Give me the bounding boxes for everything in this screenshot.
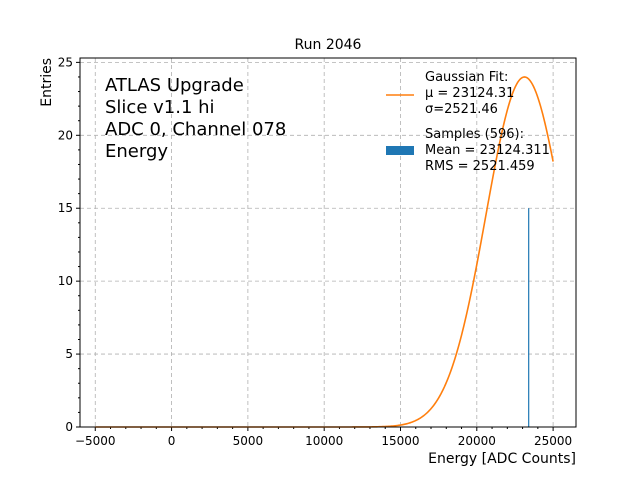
y-tick-label: 25	[58, 55, 73, 69]
y-tick-label: 10	[58, 274, 73, 288]
x-axis-label: Energy [ADC Counts]	[428, 451, 576, 467]
chart-title: Run 2046	[295, 37, 362, 53]
x-tick-label: 0	[168, 434, 176, 448]
legend-fit-text: μ = 23124.31	[425, 86, 514, 101]
y-tick-label: 20	[58, 128, 73, 142]
annotation-line: Slice v1.1 hi	[105, 97, 215, 118]
y-axis-label: Entries	[39, 58, 55, 107]
annotation-line: ATLAS Upgrade	[105, 75, 244, 96]
histogram-bar	[528, 208, 530, 427]
legend-samples-swatch	[386, 146, 414, 155]
x-tick-label: 20000	[458, 434, 496, 448]
legend-samples-text: RMS = 2521.459	[425, 159, 535, 174]
plot-frame	[79, 57, 577, 428]
grid	[80, 58, 576, 428]
x-tick-label: 25000	[534, 434, 572, 448]
legend-fit-text: Gaussian Fit:	[425, 70, 508, 85]
legend: Gaussian Fit: μ = 23124.31 σ=2521.46 Samp…	[386, 70, 550, 174]
y-tick-label: 15	[58, 201, 73, 215]
y-tick-label: 5	[65, 347, 73, 361]
x-tick-label: −5000	[75, 434, 116, 448]
legend-samples-text: Samples (596):	[425, 127, 524, 142]
annotation-line: Energy	[105, 141, 168, 162]
x-tick-label: 5000	[233, 434, 264, 448]
y-tick-label: 0	[65, 420, 73, 434]
legend-fit-text: σ=2521.46	[425, 102, 498, 117]
legend-samples-text: Mean = 23124.311	[425, 143, 550, 158]
x-tick-label: 15000	[381, 434, 419, 448]
annotation-line: ADC 0, Channel 078	[105, 119, 286, 140]
x-tick-label: 10000	[305, 434, 343, 448]
